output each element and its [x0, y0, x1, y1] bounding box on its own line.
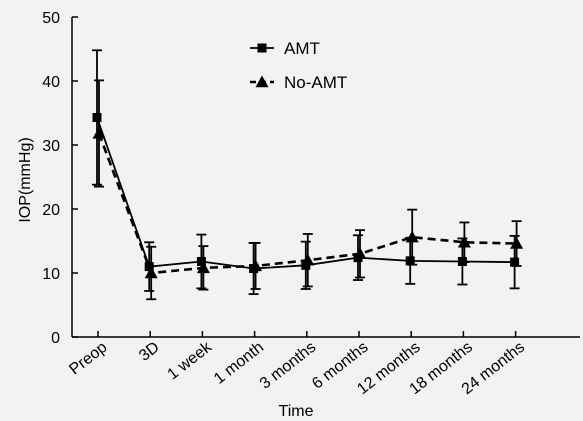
legend-label: No-AMT [284, 73, 347, 92]
y-tick-label: 20 [42, 202, 60, 219]
legend: AMT No-AMT [250, 39, 347, 92]
series-no-amt [92, 79, 524, 301]
data-point [510, 257, 520, 267]
legend-item: AMT [250, 39, 320, 58]
x-tick-label: 1 week [164, 338, 215, 383]
legend-marker [257, 43, 267, 53]
y-axis-label: IOP(mmHg) [17, 137, 34, 222]
y-tick-label: 30 [42, 138, 60, 155]
data-point [92, 112, 102, 122]
data-point [510, 237, 524, 249]
data-point [196, 261, 210, 274]
data-point [405, 256, 415, 266]
x-tick-label: 3 months [257, 339, 319, 393]
legend-label: AMT [284, 39, 320, 58]
data-point [144, 266, 158, 279]
y-tick-label: 50 [42, 10, 60, 27]
data-point [196, 256, 206, 266]
series-layer [92, 49, 524, 301]
data-point [405, 230, 419, 243]
x-tick-label: Preop [66, 339, 110, 379]
data-point [249, 259, 263, 272]
legend-item: No-AMT [250, 73, 347, 92]
x-tick-label: 3D [136, 339, 163, 365]
data-point [353, 247, 367, 259]
legend-marker [255, 75, 269, 88]
y-tick-label: 10 [42, 266, 60, 283]
x-axis-label: Time [279, 403, 314, 420]
data-point [301, 253, 315, 266]
data-point [457, 235, 471, 248]
y-tick-label: 40 [42, 74, 60, 91]
y-tick-label: 0 [51, 330, 60, 347]
data-point [144, 262, 154, 272]
data-point [92, 126, 106, 139]
